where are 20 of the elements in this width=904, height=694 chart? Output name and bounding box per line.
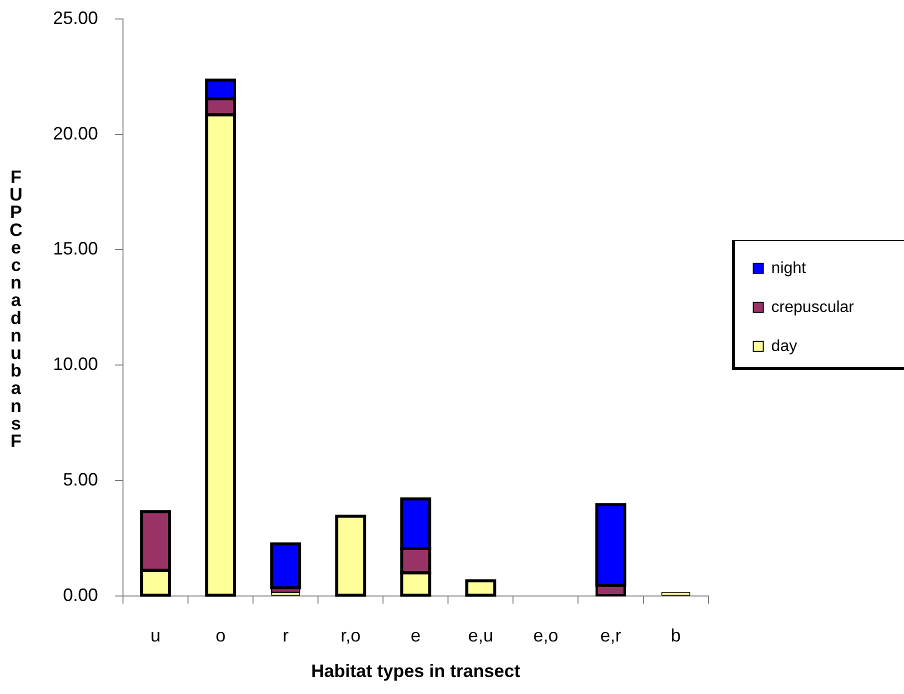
y-tick-label: 10.00 [52,354,98,374]
y-tick-label: 15.00 [52,238,98,259]
x-tick-label: r,o [340,626,361,646]
y-tick-label: 25.00 [52,8,98,28]
y-axis-title: FUPCecnadnubansF [6,166,26,448]
x-tick-label: o [216,626,226,646]
x-tick-label: e,u [468,626,494,646]
x-tick-label: b [670,626,681,646]
y-tick-label: 5.00 [62,469,98,490]
x-tick-label: u [150,626,161,646]
x-tick-label: e,r [600,626,622,646]
y-tick-label: 20.00 [52,123,98,144]
x-axis-title: Habitat types in transect [311,661,520,682]
x-tick-label: e,o [533,626,558,646]
x-tick-label: e [410,626,421,646]
x-tick-label: r [282,626,289,646]
legend-label: day [771,338,798,355]
legend-label: night [771,260,807,277]
y-tick-label: 0.00 [62,584,98,605]
legend-label: crepuscular [771,298,855,316]
